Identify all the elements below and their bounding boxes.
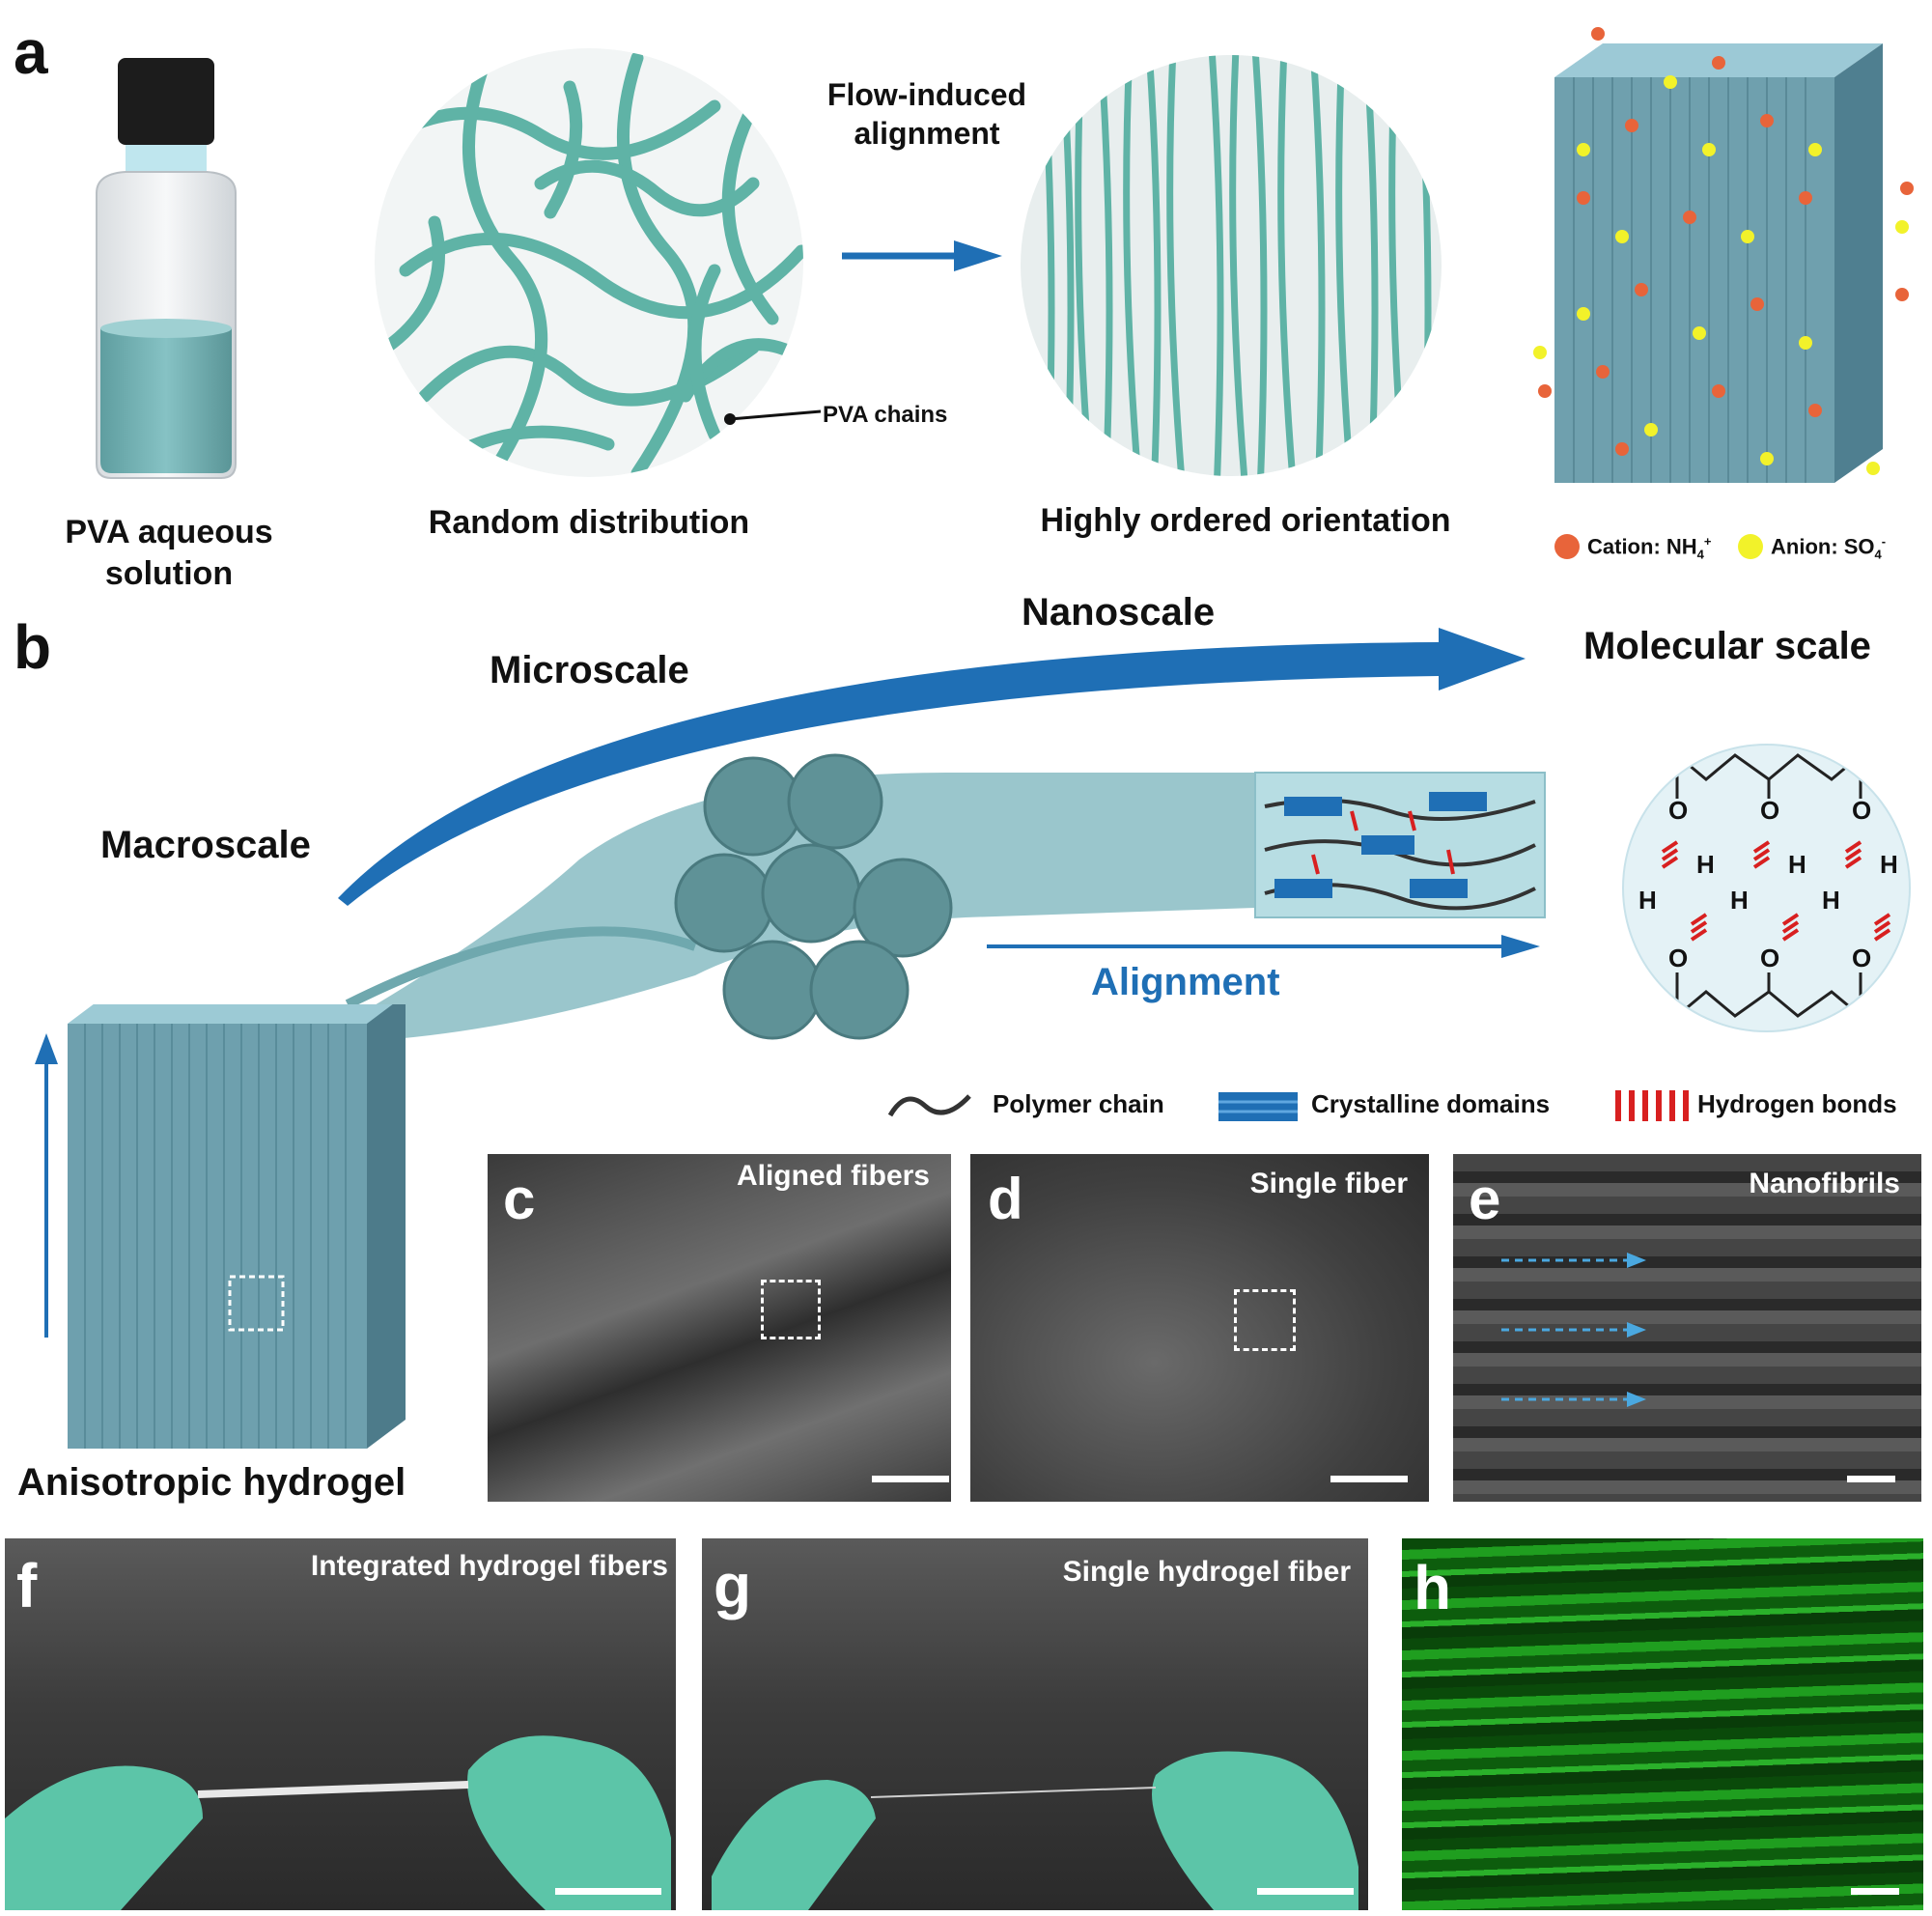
- anion-swatch: [1738, 534, 1763, 559]
- zoom-box-d: [1234, 1289, 1296, 1351]
- hands-with-fiber-f: [5, 1735, 671, 1910]
- atom-h-3: H: [1880, 850, 1898, 879]
- polymer-chain-swatch: [887, 1094, 971, 1117]
- scale-bar-g: [1257, 1888, 1354, 1895]
- tag-single-hydrogel-fiber: Single hydrogel fiber: [1062, 1556, 1351, 1588]
- vial-caption: PVA aqueous solution: [19, 512, 319, 594]
- hbond-structure: [1642, 752, 1891, 1019]
- tag-nanofibrils: Nanofibrils: [1749, 1168, 1900, 1199]
- atom-o-3: O: [1852, 796, 1872, 825]
- panel-label-b: b: [14, 612, 52, 682]
- atom-o-6: O: [1852, 944, 1872, 972]
- legend-hbonds: Hydrogen bonds: [1697, 1089, 1897, 1118]
- anion-sup: -: [1881, 534, 1887, 549]
- panel-label-a: a: [14, 17, 48, 87]
- flow-label-line1: Flow-induced: [826, 77, 1027, 112]
- molecular-scale-label: Molecular scale: [1583, 625, 1871, 667]
- flow-arrow: [842, 240, 1002, 271]
- atom-h-1: H: [1696, 850, 1715, 879]
- panel-label-g: g: [714, 1551, 752, 1620]
- vial-caption-line1: PVA aqueous: [65, 514, 273, 550]
- cation-label: Cation: NH: [1587, 534, 1697, 559]
- panel-label-c: c: [503, 1167, 536, 1231]
- molecular-circle: O O O H H H H H H O O O: [1622, 744, 1911, 1032]
- photo-f: f Integrated hydrogel fibers: [5, 1538, 676, 1910]
- nanoscale-label: Nanoscale: [1022, 591, 1216, 634]
- atom-h-5: H: [1730, 886, 1749, 915]
- atom-o-5: O: [1760, 944, 1780, 972]
- anion-sub: 4: [1874, 547, 1882, 562]
- scale-bar-h: [1851, 1888, 1899, 1895]
- scale-arrow: [338, 628, 1526, 906]
- fiber-bundle-illustration: [309, 753, 1546, 1043]
- atom-o-4: O: [1668, 944, 1689, 972]
- photo-g: g Single hydrogel fiber: [702, 1538, 1368, 1910]
- pva-chains-leader-line: [724, 409, 822, 425]
- atom-o-1: O: [1668, 796, 1689, 825]
- macroscale-label: Macroscale: [100, 824, 311, 866]
- scale-bar-c: [872, 1476, 949, 1482]
- flow-label: Flow-induced alignment: [792, 75, 1062, 153]
- panel-label-f: f: [16, 1551, 38, 1620]
- tag-aligned-fibers: Aligned fibers: [736, 1160, 930, 1192]
- tag-single-fiber: Single fiber: [1249, 1168, 1408, 1199]
- cation-sub: 4: [1696, 547, 1704, 562]
- sem-image-d: d Single fiber: [970, 1154, 1429, 1502]
- legend-polymer: Polymer chain: [993, 1089, 1164, 1118]
- hands-with-fiber-g: [712, 1751, 1358, 1910]
- scale-bar-e: [1847, 1476, 1895, 1482]
- random-chains-circle: [375, 48, 803, 477]
- anisotropic-label: Anisotropic hydrogel: [17, 1461, 406, 1504]
- nanofibril-direction-arrows: [1501, 1253, 1646, 1407]
- pva-chains-label: PVA chains: [823, 402, 948, 428]
- ion-legend: Cation: NH4+ Anion: SO4-: [1554, 530, 1921, 565]
- sem-image-e: e Nanofibrils: [1453, 1154, 1921, 1502]
- panel-label-h: h: [1414, 1553, 1452, 1622]
- atom-o-2: O: [1760, 796, 1780, 825]
- atom-h-4: H: [1638, 886, 1657, 915]
- ordered-caption: Highly ordered orientation: [1040, 502, 1451, 539]
- random-caption: Random distribution: [428, 504, 750, 541]
- sem-image-c: c Aligned fibers: [488, 1154, 951, 1502]
- crystalline-swatch: [1218, 1092, 1298, 1121]
- alignment-arrow: [987, 935, 1540, 958]
- cation-sup: +: [1703, 534, 1712, 549]
- scale-bar-f: [555, 1888, 661, 1895]
- legend-crystalline: Crystalline domains: [1311, 1089, 1551, 1118]
- panel-label-e: e: [1469, 1167, 1501, 1231]
- vial-caption-line2: solution: [104, 554, 234, 592]
- anion-text: Anion: SO4-: [1771, 534, 1886, 562]
- atom-h-6: H: [1822, 886, 1840, 915]
- pva-vial-illustration: [96, 58, 237, 479]
- cation-swatch: [1554, 534, 1580, 559]
- hbond-swatch: [1615, 1090, 1689, 1121]
- flow-label-line2: alignment: [854, 116, 1000, 151]
- fluorescence-image-h: h: [1402, 1538, 1923, 1910]
- alignment-label: Alignment: [1091, 961, 1280, 1003]
- panel-label-d: d: [988, 1167, 1023, 1231]
- cation-text: Cation: NH4+: [1587, 534, 1711, 562]
- ordered-chains-circle: [1021, 55, 1442, 476]
- tag-integrated-fibers: Integrated hydrogel fibers: [310, 1550, 668, 1582]
- atom-h-2: H: [1788, 850, 1806, 879]
- scale-bar-d: [1330, 1476, 1408, 1482]
- anion-label: Anion: SO: [1771, 534, 1875, 559]
- zoom-box-c: [761, 1280, 821, 1339]
- ion-hydrogel-block: [1533, 27, 1914, 483]
- anisotropic-hydrogel-block: [35, 1004, 406, 1449]
- microscale-label: Microscale: [490, 649, 689, 691]
